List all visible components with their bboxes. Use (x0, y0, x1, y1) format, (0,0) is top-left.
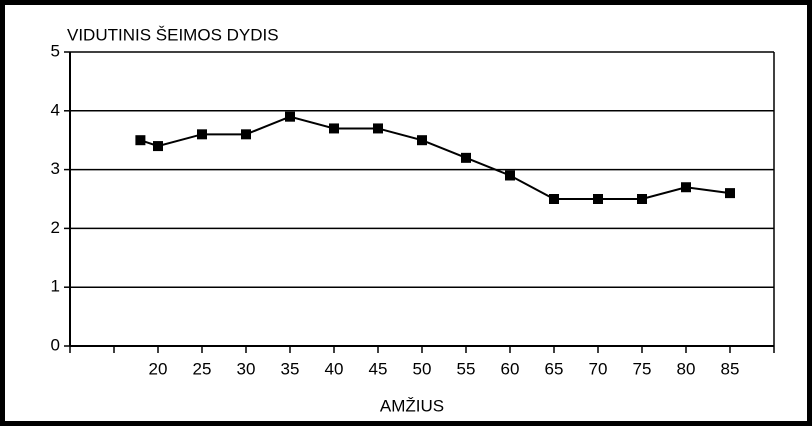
line (140, 115, 731, 200)
x-axis-label: AMŽIUS (380, 396, 444, 415)
chart-title: VIDUTINIS ŠEIMOS DYDIS (67, 25, 279, 44)
marker (461, 152, 471, 163)
x-tick-label: 40 (325, 359, 344, 378)
x-tick-label: 25 (193, 359, 212, 378)
marker (285, 111, 295, 122)
x-tick-label: 80 (677, 359, 696, 378)
y-tick-label: 2 (51, 218, 60, 237)
marker (593, 194, 603, 204)
y-tick-label: 1 (51, 277, 60, 296)
marker (197, 129, 207, 140)
x-tick-label: 65 (545, 359, 564, 378)
marker (241, 129, 251, 140)
x-tick-label: 50 (413, 359, 432, 378)
x-tick-label: 55 (457, 359, 476, 378)
marker (417, 135, 427, 146)
x-tick-label: 30 (237, 359, 256, 378)
marker (153, 141, 163, 152)
y-tick-label: 0 (51, 335, 60, 354)
x-tick-label: 70 (589, 359, 608, 378)
x-tick-label: 75 (633, 359, 652, 378)
x-tick-label: 85 (721, 359, 740, 378)
x-tick-label: 60 (501, 359, 520, 378)
marker (725, 188, 735, 199)
marker (505, 170, 515, 181)
marker (135, 135, 146, 146)
x-tick-label: 35 (281, 359, 300, 378)
marker (681, 182, 691, 193)
marker (637, 194, 647, 204)
y-tick-label: 3 (51, 159, 60, 178)
x-tick-label: 45 (369, 359, 388, 378)
y-tick-label: 4 (51, 100, 60, 119)
y-tick-label: 5 (51, 41, 60, 60)
marker (549, 194, 559, 204)
x-tick-label: 20 (149, 359, 168, 378)
marker (329, 123, 339, 134)
marker (373, 123, 383, 134)
